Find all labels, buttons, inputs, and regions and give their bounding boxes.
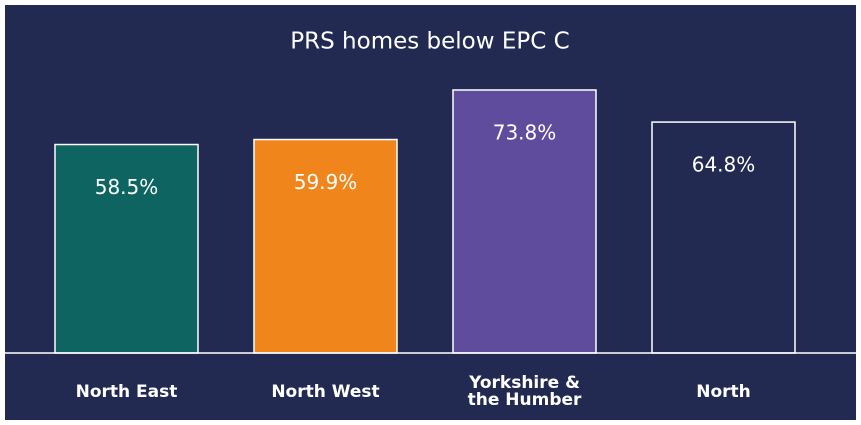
- bar: [452, 89, 597, 354]
- value-label: 73.8%: [493, 121, 557, 145]
- value-label: 58.5%: [95, 175, 159, 199]
- chart-title: PRS homes below EPC C: [290, 29, 569, 55]
- bar: [253, 138, 398, 354]
- x-tick-label: Yorkshire & the Humber: [467, 373, 582, 410]
- value-label: 64.8%: [692, 153, 756, 177]
- bar: [54, 143, 199, 354]
- bar: [651, 121, 796, 354]
- x-tick-label: North East: [75, 381, 178, 402]
- x-tick-label: North: [696, 381, 751, 402]
- value-label: 59.9%: [294, 170, 358, 194]
- x-tick-label: North West: [271, 381, 380, 402]
